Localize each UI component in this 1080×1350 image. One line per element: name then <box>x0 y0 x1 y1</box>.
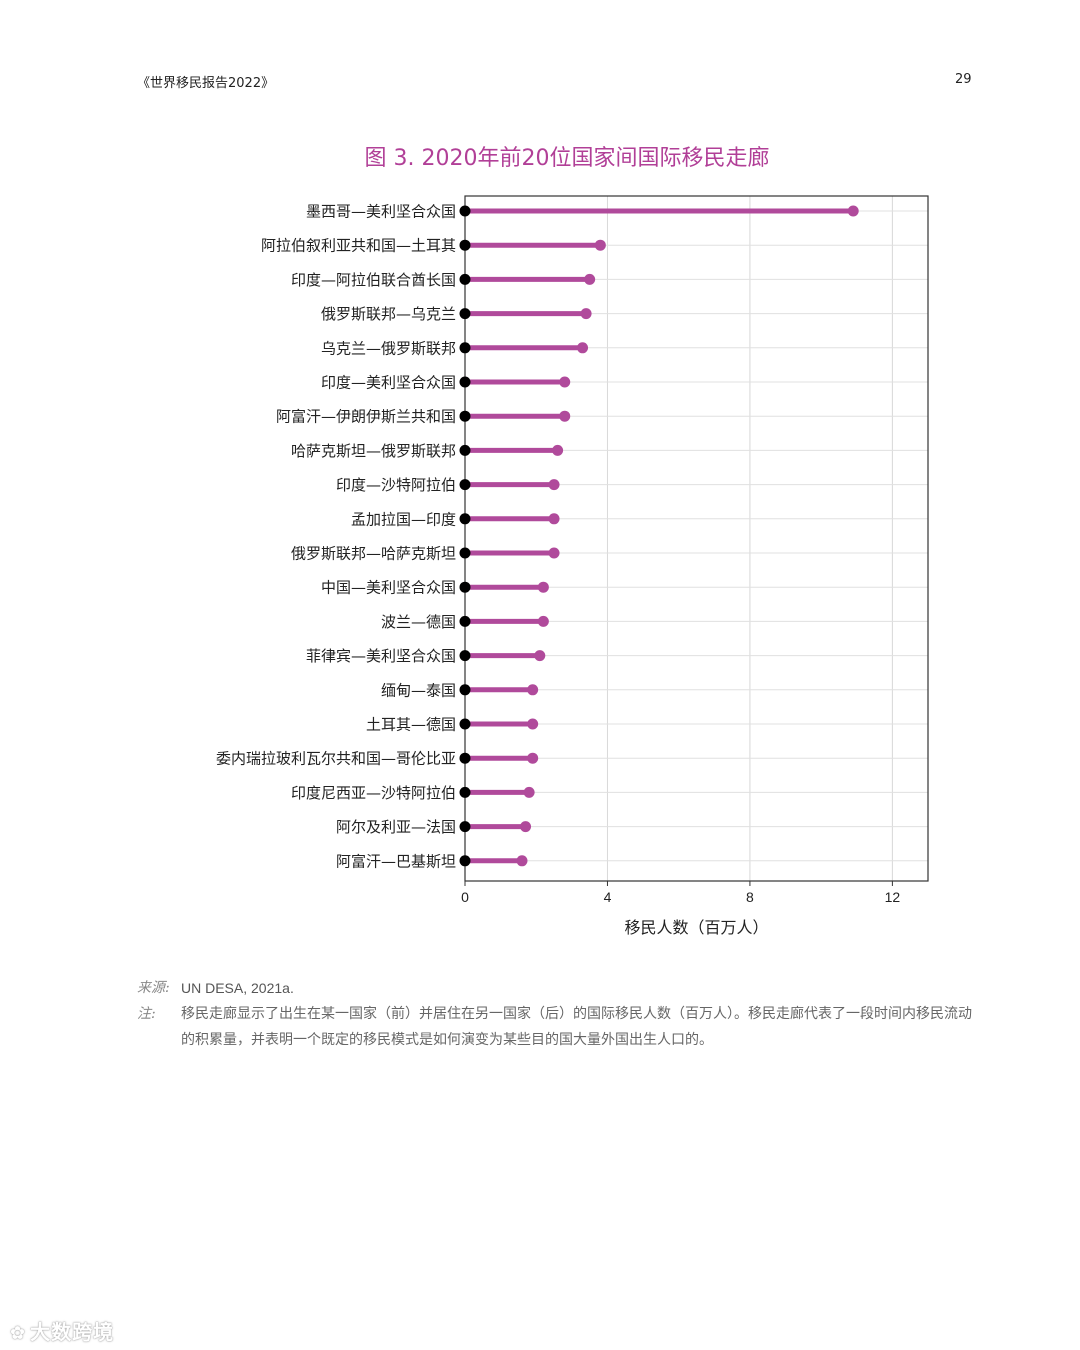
category-label: 孟加拉国—印度 <box>351 510 456 528</box>
category-label: 俄罗斯联邦—乌克兰 <box>321 305 456 323</box>
lollipop-end-dot <box>527 752 539 764</box>
watermark-text: 大数跨境 <box>30 1320 115 1344</box>
category-label: 阿富汗—巴基斯坦 <box>336 852 456 870</box>
lollipop-end-dot <box>527 718 539 730</box>
lollipop-start-dot <box>459 205 471 217</box>
lollipop-start-dot <box>459 615 471 627</box>
watermark: ✿ 大数跨境 <box>10 1316 114 1345</box>
lollipop-end-dot <box>580 308 592 320</box>
wechat-logo-icon: ✿ <box>10 1323 27 1344</box>
lollipop-start-dot <box>459 547 471 559</box>
lollipop-start-dot <box>459 239 471 251</box>
lollipop-end-dot <box>520 821 532 833</box>
x-tick-label: 4 <box>604 889 612 905</box>
source-text: UN DESA, 2021a. <box>181 980 294 996</box>
note-text: 移民走廊显示了出生在某一国家（前）并居住在另一国家（后）的国际移民人数（百万人）… <box>181 1006 972 1048</box>
category-label: 俄罗斯联邦—哈萨克斯坦 <box>291 545 456 563</box>
lollipop-start-dot <box>459 786 471 798</box>
lollipop-end-dot <box>537 615 549 627</box>
category-label: 委内瑞拉玻利瓦尔共和国—哥伦比亚 <box>216 750 456 768</box>
report-header-title: 《世界移民报告2022》 <box>137 76 275 91</box>
x-axis-label: 移民人数（百万人） <box>624 918 768 937</box>
lollipop-start-dot <box>459 684 471 696</box>
lollipop-start-dot <box>459 855 471 867</box>
lollipop-start-dot <box>459 581 471 593</box>
lollipop-end-dot <box>537 581 549 593</box>
note-label: 注: <box>137 1006 156 1022</box>
lollipop-start-dot <box>459 513 471 525</box>
category-label: 土耳其—德国 <box>366 716 456 734</box>
category-label: 墨西哥—美利坚合众国 <box>306 203 456 221</box>
lollipop-start-dot <box>459 650 471 662</box>
lollipop-end-dot <box>527 684 539 696</box>
category-label: 印度—美利坚合众国 <box>321 374 456 392</box>
x-tick-label: 8 <box>746 889 754 905</box>
lollipop-start-dot <box>459 342 471 354</box>
lollipop-start-dot <box>459 479 471 491</box>
category-label: 中国—美利坚合众国 <box>321 579 456 597</box>
lollipop-end-dot <box>548 479 560 491</box>
lollipop-start-dot <box>459 821 471 833</box>
lollipop-start-dot <box>459 308 471 320</box>
lollipop-end-dot <box>584 273 596 285</box>
category-label: 阿富汗—伊朗伊斯兰共和国 <box>276 408 456 426</box>
chart-notes: 来源: UN DESA, 2021a. 注: 移民走廊显示了出生在某一国家（前）… <box>137 975 977 1053</box>
lollipop-end-dot <box>559 410 571 422</box>
lollipop-start-dot <box>459 444 471 456</box>
x-tick-label: 12 <box>885 889 901 905</box>
category-label: 印度尼西亚—沙特阿拉伯 <box>291 784 456 802</box>
category-label: 阿拉伯叙利亚共和国—土耳其 <box>261 237 456 255</box>
category-label: 乌克兰—俄罗斯联邦 <box>321 339 456 357</box>
lollipop-end-dot <box>523 786 535 798</box>
lollipop-chart: 0 4 8 12 移民人数（百万人） 墨西哥—美利坚合众国阿拉伯叙利亚共和国—土耳其印度—… <box>216 195 929 937</box>
lollipop-end-dot <box>594 239 606 251</box>
chart-title: 图 3. 2020年前20位国家间国际移民走廊 <box>364 146 770 171</box>
category-label: 缅甸—泰国 <box>381 681 456 699</box>
lollipop-end-dot <box>548 547 560 559</box>
category-label: 哈萨克斯坦—俄罗斯联邦 <box>291 442 456 460</box>
note-row: 注: 移民走廊显示了出生在某一国家（前）并居住在另一国家（后）的国际移民人数（百… <box>137 1001 977 1053</box>
category-label: 印度—阿拉伯联合酋长国 <box>291 271 456 289</box>
source-label: 来源: <box>137 980 170 996</box>
x-tick-label: 0 <box>461 889 469 905</box>
category-label: 阿尔及利亚—法国 <box>336 818 456 836</box>
lollipop-end-dot <box>516 855 528 867</box>
source-row: 来源: UN DESA, 2021a. <box>137 975 977 1001</box>
lollipop-end-dot <box>577 342 589 354</box>
lollipop-start-dot <box>459 376 471 388</box>
category-label: 波兰—德国 <box>381 613 456 631</box>
lollipop-start-dot <box>459 410 471 422</box>
plot-frame <box>464 195 929 882</box>
page-number: 29 <box>955 72 972 87</box>
lollipop-end-dot <box>552 444 564 456</box>
lollipop-start-dot <box>459 718 471 730</box>
lollipop-end-dot <box>548 513 560 525</box>
lollipop-start-dot <box>459 752 471 764</box>
lollipop-end-dot <box>534 650 546 662</box>
lollipop-start-dot <box>459 273 471 285</box>
lollipop-end-dot <box>559 376 571 388</box>
category-label: 印度—沙特阿拉伯 <box>336 476 456 494</box>
category-label: 菲律宾—美利坚合众国 <box>306 647 456 665</box>
lollipop-end-dot <box>847 205 859 217</box>
